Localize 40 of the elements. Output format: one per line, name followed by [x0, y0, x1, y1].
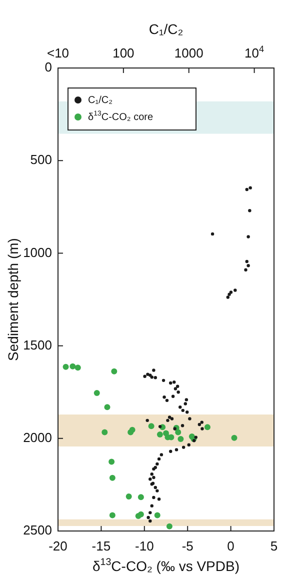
x-tick-label: -10	[135, 538, 154, 554]
point	[154, 512, 160, 518]
point	[94, 390, 100, 396]
x-tick-label: 0	[227, 538, 234, 554]
x2-tick-label: 1000	[174, 46, 204, 61]
y-tick-label: 1500	[23, 337, 52, 352]
point	[126, 494, 132, 500]
x-tick-label: -5	[182, 538, 194, 554]
x-tick-label: -15	[92, 538, 111, 554]
point	[231, 434, 238, 441]
point	[175, 429, 182, 436]
y-tick-label: 2000	[23, 430, 52, 445]
point	[156, 432, 163, 438]
x2-tick-label: 100	[112, 46, 134, 61]
point	[70, 363, 76, 370]
point	[109, 474, 116, 481]
y-axis-title: Sediment depth (m)	[4, 238, 21, 361]
point	[138, 511, 144, 518]
point	[129, 426, 136, 433]
point	[148, 423, 154, 430]
y-tick-label: 2500	[23, 522, 52, 538]
x2-axis-title: C₁/C₂	[148, 20, 184, 37]
x-tick-label: 5	[270, 538, 278, 554]
point	[138, 494, 144, 500]
legend-label: C₁/C₂	[88, 94, 113, 106]
point	[74, 364, 81, 371]
x-tick-label: -20	[48, 538, 68, 554]
y-tick-label: 0	[44, 60, 52, 75]
point	[108, 458, 115, 465]
point	[204, 424, 210, 430]
point	[178, 436, 184, 442]
point	[102, 429, 108, 436]
y-tick-label: 500	[30, 152, 52, 168]
point	[166, 523, 172, 530]
point	[104, 404, 110, 410]
point	[109, 512, 116, 518]
point	[62, 364, 69, 370]
point	[111, 368, 118, 374]
y-tick-label: 1000	[23, 244, 52, 260]
x2-tick-label: <10	[46, 46, 70, 61]
